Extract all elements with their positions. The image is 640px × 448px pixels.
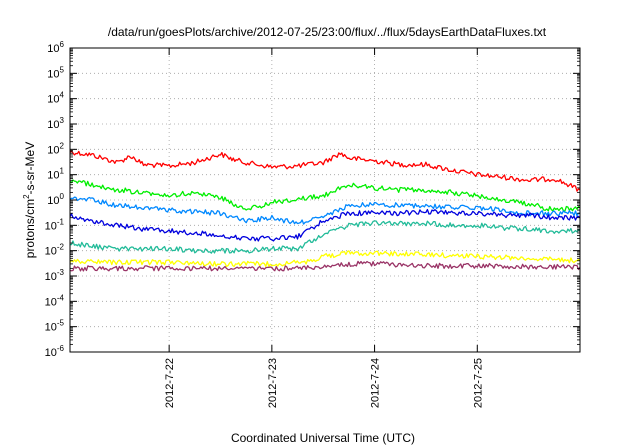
chart-title: /data/run/goesPlots/archive/2012-07-25/2… — [108, 25, 547, 39]
series-line — [69, 179, 581, 212]
x-tick-label: 2012-7-25 — [472, 358, 484, 408]
y-axis-label-rest: -s-sr-MeV — [23, 142, 37, 195]
y-axis-label-main: protons/cm — [23, 199, 37, 258]
x-axis-label: Coordinated Universal Time (UTC) — [231, 431, 415, 445]
y-tick-label: 10-4 — [45, 293, 65, 308]
x-tick-label: 2012-7-22 — [164, 358, 176, 408]
grid — [70, 48, 580, 352]
y-tick-label: 103 — [47, 116, 64, 131]
y-tick-label: 104 — [47, 91, 64, 106]
series-line — [69, 150, 581, 192]
y-axis-label: protons/cm2-s-sr-MeV — [22, 142, 37, 258]
y-tick-label: 10-6 — [45, 344, 65, 359]
y-tick-label: 100 — [47, 192, 64, 207]
series-line — [69, 220, 581, 254]
x-tick-label: 2012-7-24 — [370, 358, 382, 408]
ticks — [70, 47, 580, 353]
y-tick-label: 10-1 — [45, 217, 65, 232]
y-tick-label: 10-2 — [45, 243, 65, 258]
y-tick-label: 10-5 — [45, 319, 65, 334]
series-line — [69, 260, 581, 272]
y-axis-label-sup: 2 — [22, 194, 31, 199]
x-tick-labels: 2012-7-22 2012-7-23 2012-7-24 2012-7-25 — [164, 358, 484, 408]
y-tick-label: 102 — [47, 141, 64, 156]
series-line — [69, 250, 581, 268]
x-tick-label: 2012-7-23 — [267, 358, 279, 408]
y-tick-labels: 10-6 10-5 10-4 10-3 10-2 10-1 100 101 102 103 104 1… — [45, 40, 65, 359]
series-line — [69, 208, 581, 242]
y-tick-label: 10-3 — [45, 268, 65, 283]
series-line — [69, 196, 581, 225]
y-tick-label: 105 — [47, 65, 64, 80]
y-tick-label: 101 — [47, 167, 64, 182]
series-layer — [69, 150, 581, 272]
y-tick-label: 106 — [47, 40, 64, 55]
